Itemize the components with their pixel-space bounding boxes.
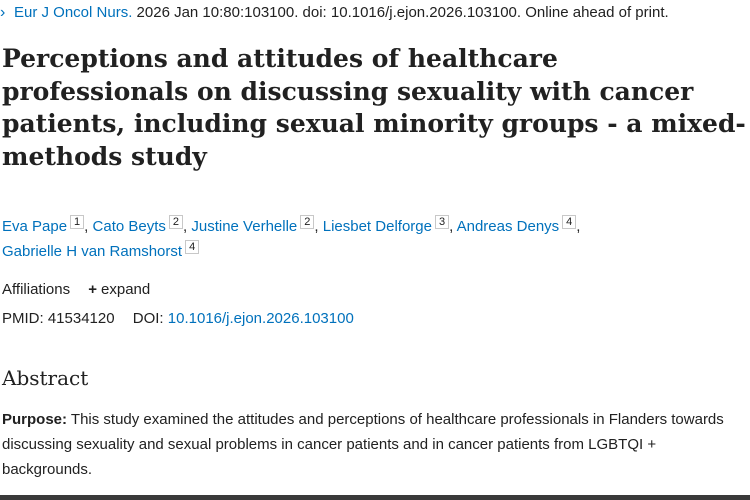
citation-details: 2026 Jan 10:80:103100. doi: 10.1016/j.ej…	[136, 4, 669, 21]
affiliations-row: Affiliations + expand	[2, 281, 150, 298]
author-link[interactable]: Eva Pape	[2, 218, 68, 235]
author-link[interactable]: Justine Verhelle	[191, 218, 298, 235]
doi-link[interactable]: 10.1016/j.ejon.2026.103100	[167, 310, 354, 327]
expand-affiliations-button[interactable]: + expand	[88, 281, 150, 298]
affiliation-ref[interactable]: 4	[562, 215, 577, 229]
article-title: Perceptions and attitudes of healthcare …	[2, 44, 746, 171]
affiliation-ref[interactable]: 2	[300, 215, 315, 229]
author-item: Justine Verhelle 2	[191, 215, 315, 235]
author-link[interactable]: Andreas Denys	[456, 218, 560, 235]
author-item: Andreas Denys 4	[456, 215, 577, 235]
affiliation-ref[interactable]: 3	[434, 215, 450, 229]
author-link[interactable]: Gabrielle H van Ramshorst	[2, 243, 183, 260]
expand-label: expand	[101, 281, 151, 298]
author-list: Eva Pape 1, Cato Beyts 2, Justine Verhelle…	[2, 215, 581, 260]
pmid-value: 41534120	[47, 310, 115, 327]
author-item: Gabrielle H van Ramshorst 4	[2, 240, 200, 260]
author-link[interactable]: Cato Beyts	[92, 218, 166, 235]
citation-line: › Eur J Oncol Nurs. 2026 Jan 10:80:103100…	[0, 4, 669, 22]
pmid-label: PMID:	[2, 310, 44, 327]
doi-label: DOI:	[132, 310, 164, 327]
bottom-border	[0, 495, 750, 500]
purpose-label: Purpose:	[2, 411, 68, 428]
affiliation-ref[interactable]: 4	[185, 240, 200, 254]
author-item: Cato Beyts 2	[92, 215, 184, 235]
author-item: Liesbet Delforge 3	[322, 215, 450, 235]
plus-icon: +	[88, 281, 98, 298]
purpose-text: This study examined the attitudes and pe…	[2, 411, 724, 478]
abstract-purpose: Purpose: This study examined the attitud…	[2, 407, 737, 482]
chevron-right-icon[interactable]: ›	[0, 4, 6, 21]
journal-link[interactable]: Eur J Oncol Nurs.	[14, 4, 133, 21]
affiliation-ref[interactable]: 1	[70, 215, 85, 229]
identifiers-row: PMID: 41534120 DOI: 10.1016/j.ejon.2026.…	[2, 310, 354, 327]
affiliation-ref[interactable]: 2	[168, 215, 184, 229]
affiliations-label: Affiliations	[2, 281, 71, 298]
abstract-heading: Abstract	[2, 366, 89, 390]
author-link[interactable]: Liesbet Delforge	[322, 218, 432, 235]
author-item: Eva Pape 1	[2, 215, 85, 235]
